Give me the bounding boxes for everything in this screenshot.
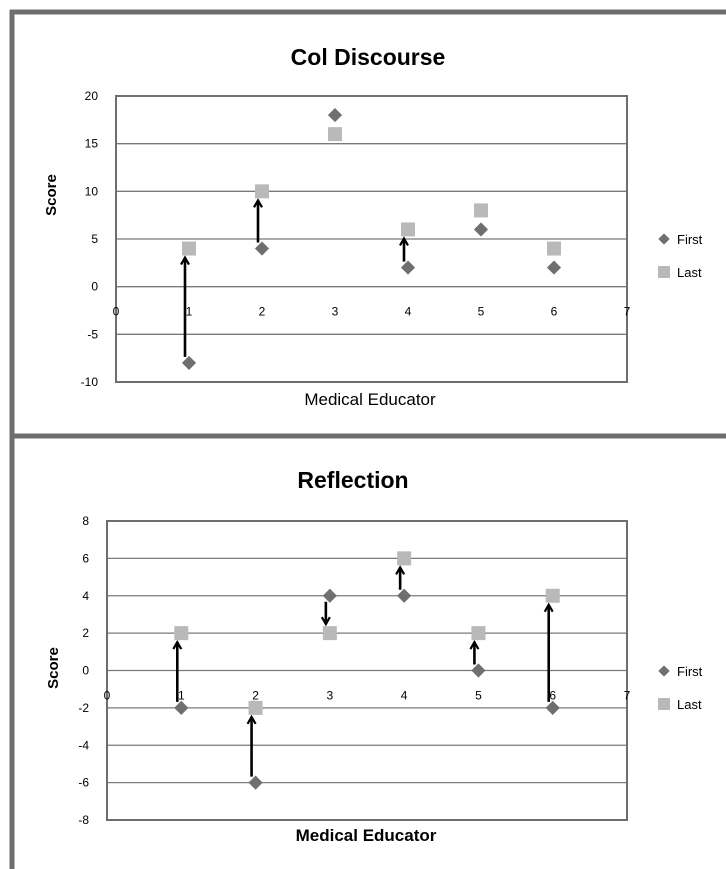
y-tick-labels: -10 -5 0 5 10 15 20 bbox=[81, 89, 99, 389]
legend: First Last bbox=[658, 232, 703, 280]
y-tick-label: 5 bbox=[91, 232, 98, 246]
y-tick-label: -6 bbox=[78, 776, 89, 790]
legend-square-icon bbox=[658, 698, 670, 710]
x-tick-label: 1 bbox=[178, 689, 185, 703]
y-tick-labels: -8 -6 -4 -2 0 2 4 6 8 bbox=[78, 514, 89, 827]
legend-label-first: First bbox=[677, 232, 703, 247]
x-tick-label: 0 bbox=[113, 305, 120, 319]
col-discourse-chart: Col Discourse Score Medical Educator -10… bbox=[43, 44, 703, 409]
change-arrows bbox=[185, 200, 404, 357]
x-axis-label: Medical Educator bbox=[296, 826, 437, 845]
legend-label-last: Last bbox=[677, 265, 702, 280]
y-tick-label: 8 bbox=[82, 514, 89, 528]
x-tick-label: 5 bbox=[475, 689, 482, 703]
chart-title: Reflection bbox=[297, 467, 408, 493]
change-arrows bbox=[177, 567, 548, 777]
x-tick-label: 7 bbox=[624, 689, 631, 703]
data-points bbox=[174, 551, 560, 790]
legend-diamond-icon bbox=[658, 665, 670, 677]
chart-title: Col Discourse bbox=[291, 44, 446, 70]
x-tick-label: 4 bbox=[401, 689, 408, 703]
y-axis-label: Score bbox=[45, 647, 62, 689]
legend-entry-first: First bbox=[658, 232, 703, 247]
point-last bbox=[322, 626, 337, 641]
x-tick-label: 7 bbox=[624, 305, 631, 319]
point-first bbox=[397, 588, 412, 603]
x-axis-label: Medical Educator bbox=[304, 390, 436, 409]
point-first bbox=[181, 355, 197, 371]
point-last bbox=[328, 127, 342, 142]
y-tick-label: 4 bbox=[82, 589, 89, 603]
point-first bbox=[327, 107, 343, 123]
legend-diamond-icon bbox=[658, 233, 670, 245]
y-tick-label: 0 bbox=[82, 664, 89, 678]
point-first bbox=[400, 260, 416, 275]
point-last bbox=[471, 626, 486, 641]
plot-area-border bbox=[115, 95, 628, 383]
x-tick-label: 2 bbox=[259, 305, 266, 319]
y-tick-label: 6 bbox=[82, 551, 89, 565]
point-last bbox=[401, 222, 415, 237]
legend-entry-last: Last bbox=[658, 265, 702, 280]
point-first bbox=[471, 663, 486, 678]
y-axis-label: Score bbox=[43, 174, 60, 216]
y-tick-label: -2 bbox=[78, 701, 89, 715]
legend: First Last bbox=[658, 664, 703, 712]
y-tick-label: -8 bbox=[78, 813, 89, 827]
point-last bbox=[545, 588, 560, 603]
point-last bbox=[474, 203, 488, 218]
y-tick-label: 15 bbox=[85, 137, 99, 151]
gridlines bbox=[115, 95, 628, 383]
x-tick-label: 3 bbox=[327, 689, 334, 703]
x-tick-label: 4 bbox=[405, 305, 412, 319]
x-tick-labels: 0 1 2 3 4 5 6 7 bbox=[104, 689, 631, 703]
point-first bbox=[174, 700, 189, 715]
x-tick-label: 0 bbox=[104, 689, 111, 703]
y-tick-label: -5 bbox=[87, 327, 98, 341]
x-tick-label: 5 bbox=[478, 305, 485, 319]
point-last bbox=[174, 626, 189, 641]
point-last bbox=[397, 551, 412, 566]
y-tick-label: 2 bbox=[82, 626, 89, 640]
x-tick-labels: 0 1 2 3 4 5 6 7 bbox=[113, 305, 631, 319]
point-first bbox=[546, 260, 562, 275]
y-tick-label: 0 bbox=[91, 280, 98, 294]
legend-square-icon bbox=[658, 266, 670, 278]
y-tick-label: 20 bbox=[85, 89, 99, 103]
point-first bbox=[545, 700, 560, 715]
x-tick-label: 2 bbox=[252, 689, 259, 703]
gridlines bbox=[106, 520, 628, 821]
data-points bbox=[181, 107, 562, 371]
point-last bbox=[547, 241, 561, 256]
y-tick-label: 10 bbox=[85, 184, 99, 198]
legend-entry-last: Last bbox=[658, 697, 702, 712]
point-last bbox=[182, 241, 196, 256]
plot-area-border bbox=[106, 520, 628, 821]
x-tick-label: 6 bbox=[549, 689, 556, 703]
x-tick-label: 6 bbox=[551, 305, 558, 319]
panel-frames bbox=[9, 9, 726, 869]
point-last bbox=[255, 184, 269, 199]
point-last bbox=[248, 700, 263, 715]
legend-label-last: Last bbox=[677, 697, 702, 712]
legend-entry-first: First bbox=[658, 664, 703, 679]
reflection-chart: Reflection Score Medical Educator -8 -6 -4… bbox=[45, 467, 703, 845]
x-tick-label: 1 bbox=[186, 305, 193, 319]
point-first bbox=[254, 241, 270, 256]
y-tick-label: -4 bbox=[78, 738, 89, 752]
point-first bbox=[473, 222, 489, 237]
legend-label-first: First bbox=[677, 664, 703, 679]
point-first bbox=[322, 588, 337, 603]
x-tick-label: 3 bbox=[332, 305, 339, 319]
y-tick-label: -10 bbox=[81, 375, 99, 389]
point-first bbox=[248, 775, 263, 790]
